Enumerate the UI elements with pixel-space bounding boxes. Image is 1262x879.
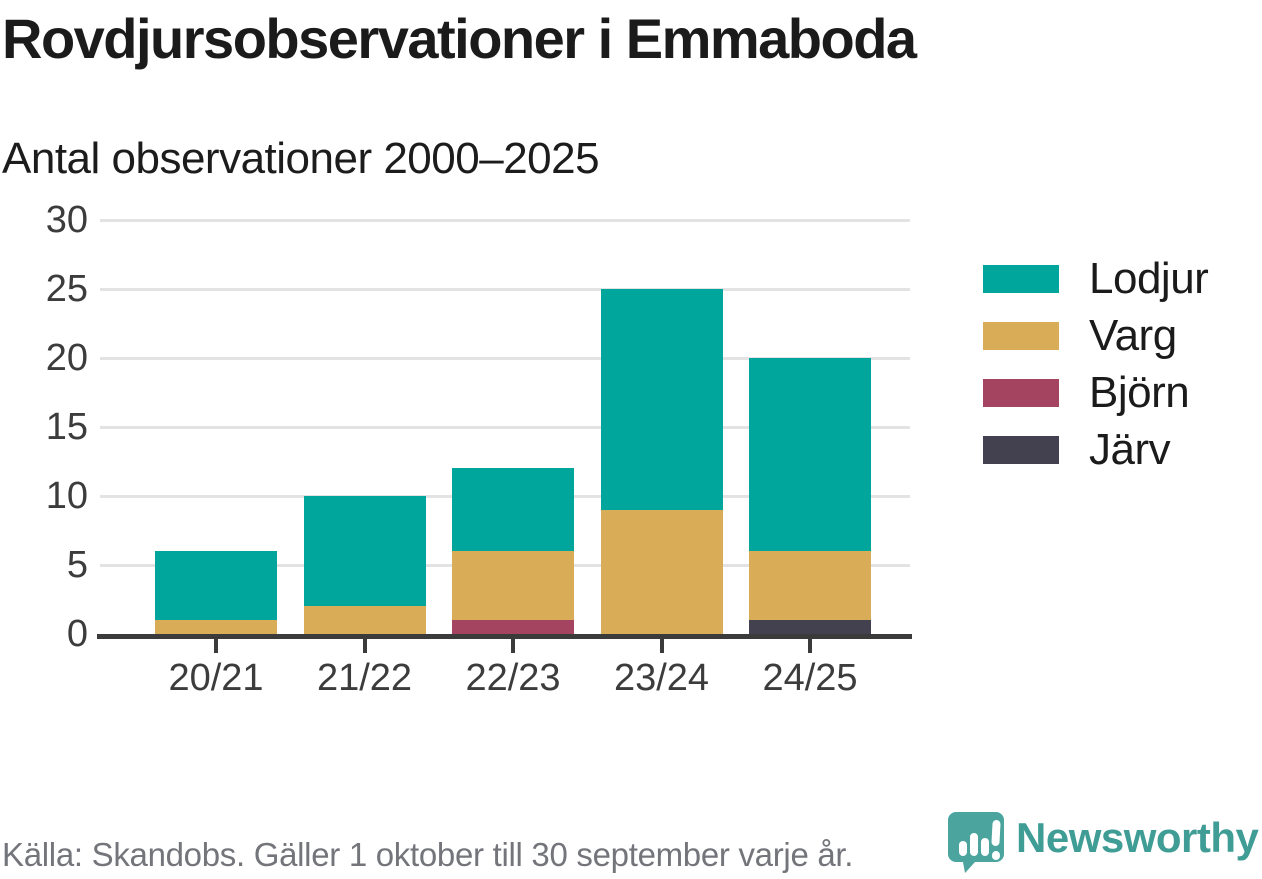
bar-segment-lodjur bbox=[155, 551, 277, 621]
bar-segment-varg bbox=[155, 620, 277, 634]
legend-swatch-lodjur bbox=[983, 264, 1059, 293]
source-note: Källa: Skandobs. Gäller 1 oktober till 3… bbox=[2, 836, 854, 873]
bar-segment-lodjur bbox=[452, 468, 574, 552]
legend-label: Järv bbox=[1089, 424, 1171, 474]
legend: Lodjur Varg Björn Järv bbox=[983, 250, 1209, 478]
legend-swatch-bjorn bbox=[983, 378, 1059, 407]
y-tick-label: 0 bbox=[66, 613, 88, 655]
legend-label: Varg bbox=[1089, 310, 1177, 360]
brand-lockup: Newsworthy bbox=[946, 810, 1259, 874]
y-tick-label: 25 bbox=[45, 268, 88, 310]
gridline-20 bbox=[100, 356, 910, 360]
bar-segment-varg bbox=[452, 551, 574, 621]
x-tick-label: 24/25 bbox=[762, 657, 858, 699]
bar-segment-lodjur bbox=[303, 496, 426, 607]
x-tick-label: 20/21 bbox=[168, 657, 264, 699]
y-tick-label: 20 bbox=[45, 337, 88, 379]
x-tick-label: 23/24 bbox=[613, 657, 710, 699]
bar-segment-bjorn bbox=[452, 620, 574, 634]
x-tick-mark bbox=[214, 639, 218, 653]
chart-title: Rovdjursobservationer i Emmaboda bbox=[2, 7, 917, 70]
gridline-15 bbox=[100, 425, 910, 429]
legend-item-jarv: Järv bbox=[983, 421, 1208, 478]
bar-segment-varg bbox=[600, 509, 723, 634]
legend-item-bjorn: Björn bbox=[983, 364, 1208, 421]
bar-segment-varg bbox=[749, 551, 871, 621]
x-tick-mark bbox=[511, 639, 515, 653]
legend-label: Lodjur bbox=[1089, 253, 1209, 303]
x-tick-label: 22/23 bbox=[465, 657, 561, 699]
x-tick-mark bbox=[659, 639, 664, 653]
gridline-30 bbox=[100, 218, 910, 222]
x-axis-line bbox=[97, 634, 912, 639]
y-tick-label: 5 bbox=[66, 544, 88, 586]
brand-name: Newsworthy bbox=[1016, 814, 1259, 861]
legend-label: Björn bbox=[1089, 367, 1190, 417]
chart-subtitle: Antal observationer 2000–2025 bbox=[2, 134, 600, 183]
newsworthy-logo-icon bbox=[948, 812, 1004, 873]
x-tick-label: 21/22 bbox=[316, 657, 413, 699]
bar-segment-varg bbox=[303, 606, 426, 634]
x-tick-mark bbox=[362, 639, 367, 653]
x-tick-mark bbox=[808, 639, 812, 653]
y-tick-label: 15 bbox=[45, 406, 88, 448]
legend-swatch-varg bbox=[983, 321, 1059, 350]
y-tick-label: 30 bbox=[45, 199, 88, 241]
y-tick-label: 10 bbox=[45, 475, 88, 517]
bar-segment-lodjur bbox=[600, 289, 723, 510]
bar-segment-lodjur bbox=[749, 358, 871, 552]
gridline-25 bbox=[100, 287, 910, 291]
legend-item-lodjur: Lodjur bbox=[983, 250, 1209, 307]
bar-segment-jarv bbox=[749, 620, 871, 634]
legend-item-varg: Varg bbox=[983, 307, 1208, 364]
legend-swatch-jarv bbox=[983, 435, 1059, 464]
